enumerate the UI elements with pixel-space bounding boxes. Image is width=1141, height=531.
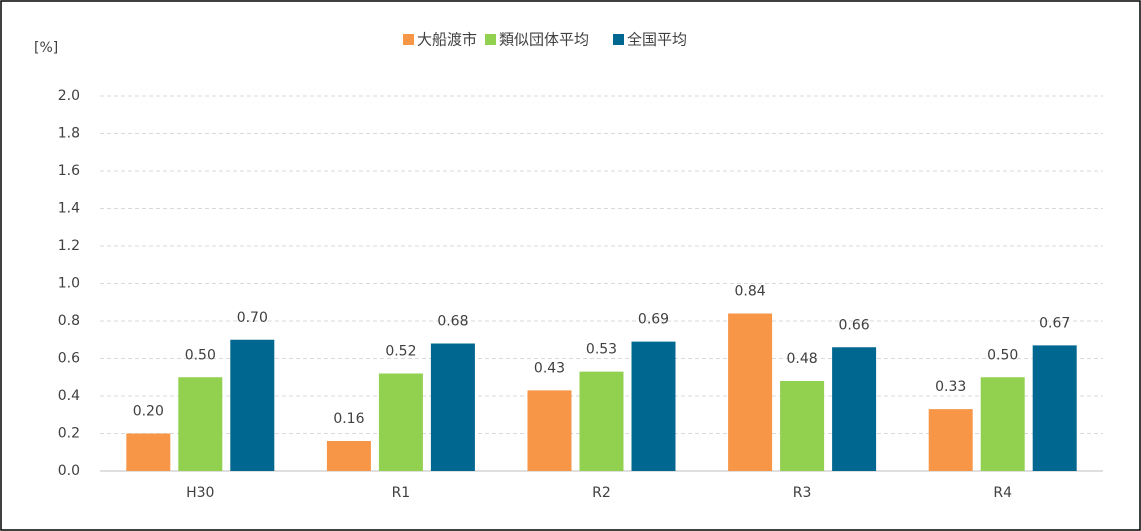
bar [230, 339, 275, 471]
data-label: 0.33 [935, 379, 966, 395]
y-tick-label: 1.2 [58, 238, 80, 254]
data-label: 0.43 [534, 360, 565, 376]
bar [631, 341, 676, 471]
x-tick-label: R4 [993, 485, 1012, 501]
bar [378, 373, 423, 471]
y-tick-label: 0.8 [58, 313, 80, 329]
data-label: 0.50 [987, 347, 1018, 363]
bar [928, 409, 973, 471]
y-tick-label: 1.4 [58, 201, 80, 217]
y-tick-label: 2.0 [58, 88, 80, 104]
y-tick-label: 0.6 [58, 351, 80, 367]
legend-label: 全国平均 [627, 31, 687, 49]
x-tick-label: H30 [186, 485, 214, 501]
bar [178, 377, 223, 471]
data-label: 0.52 [385, 344, 416, 360]
data-label: 0.69 [638, 312, 669, 328]
data-label: 0.50 [185, 347, 216, 363]
bar [126, 433, 171, 471]
legend-label: 大船渡市 [417, 31, 477, 49]
legend-swatch [485, 34, 496, 45]
x-tick-label: R3 [793, 485, 812, 501]
x-tick-label: R1 [392, 485, 411, 501]
x-tick-label: R2 [592, 485, 611, 501]
data-label: 0.53 [586, 342, 617, 358]
y-tick-label: 1.0 [58, 276, 80, 292]
legend-label: 類似団体平均 [499, 31, 589, 49]
data-label: 0.67 [1039, 315, 1070, 331]
bar [579, 371, 624, 471]
bar [832, 347, 877, 471]
bar [326, 441, 371, 471]
bar [780, 381, 825, 471]
data-label: 0.20 [133, 404, 164, 420]
y-tick-label: 1.6 [58, 163, 80, 179]
y-tick-label: 0.4 [58, 388, 80, 404]
bar [980, 377, 1025, 471]
y-axis-label: [%] [34, 40, 58, 56]
data-label: 0.16 [333, 411, 364, 427]
data-label: 0.68 [437, 314, 468, 330]
data-label: 0.84 [735, 284, 766, 300]
legend-swatch [613, 34, 624, 45]
data-label: 0.70 [237, 310, 268, 326]
y-tick-label: 0.0 [58, 463, 80, 479]
data-label: 0.66 [839, 317, 870, 333]
bar [728, 313, 773, 471]
bar [430, 343, 475, 471]
bar [527, 390, 572, 471]
legend-swatch [403, 34, 414, 45]
y-tick-label: 1.8 [58, 126, 80, 142]
bar [1032, 345, 1077, 471]
y-tick-label: 0.2 [58, 426, 80, 442]
data-label: 0.48 [787, 351, 818, 367]
